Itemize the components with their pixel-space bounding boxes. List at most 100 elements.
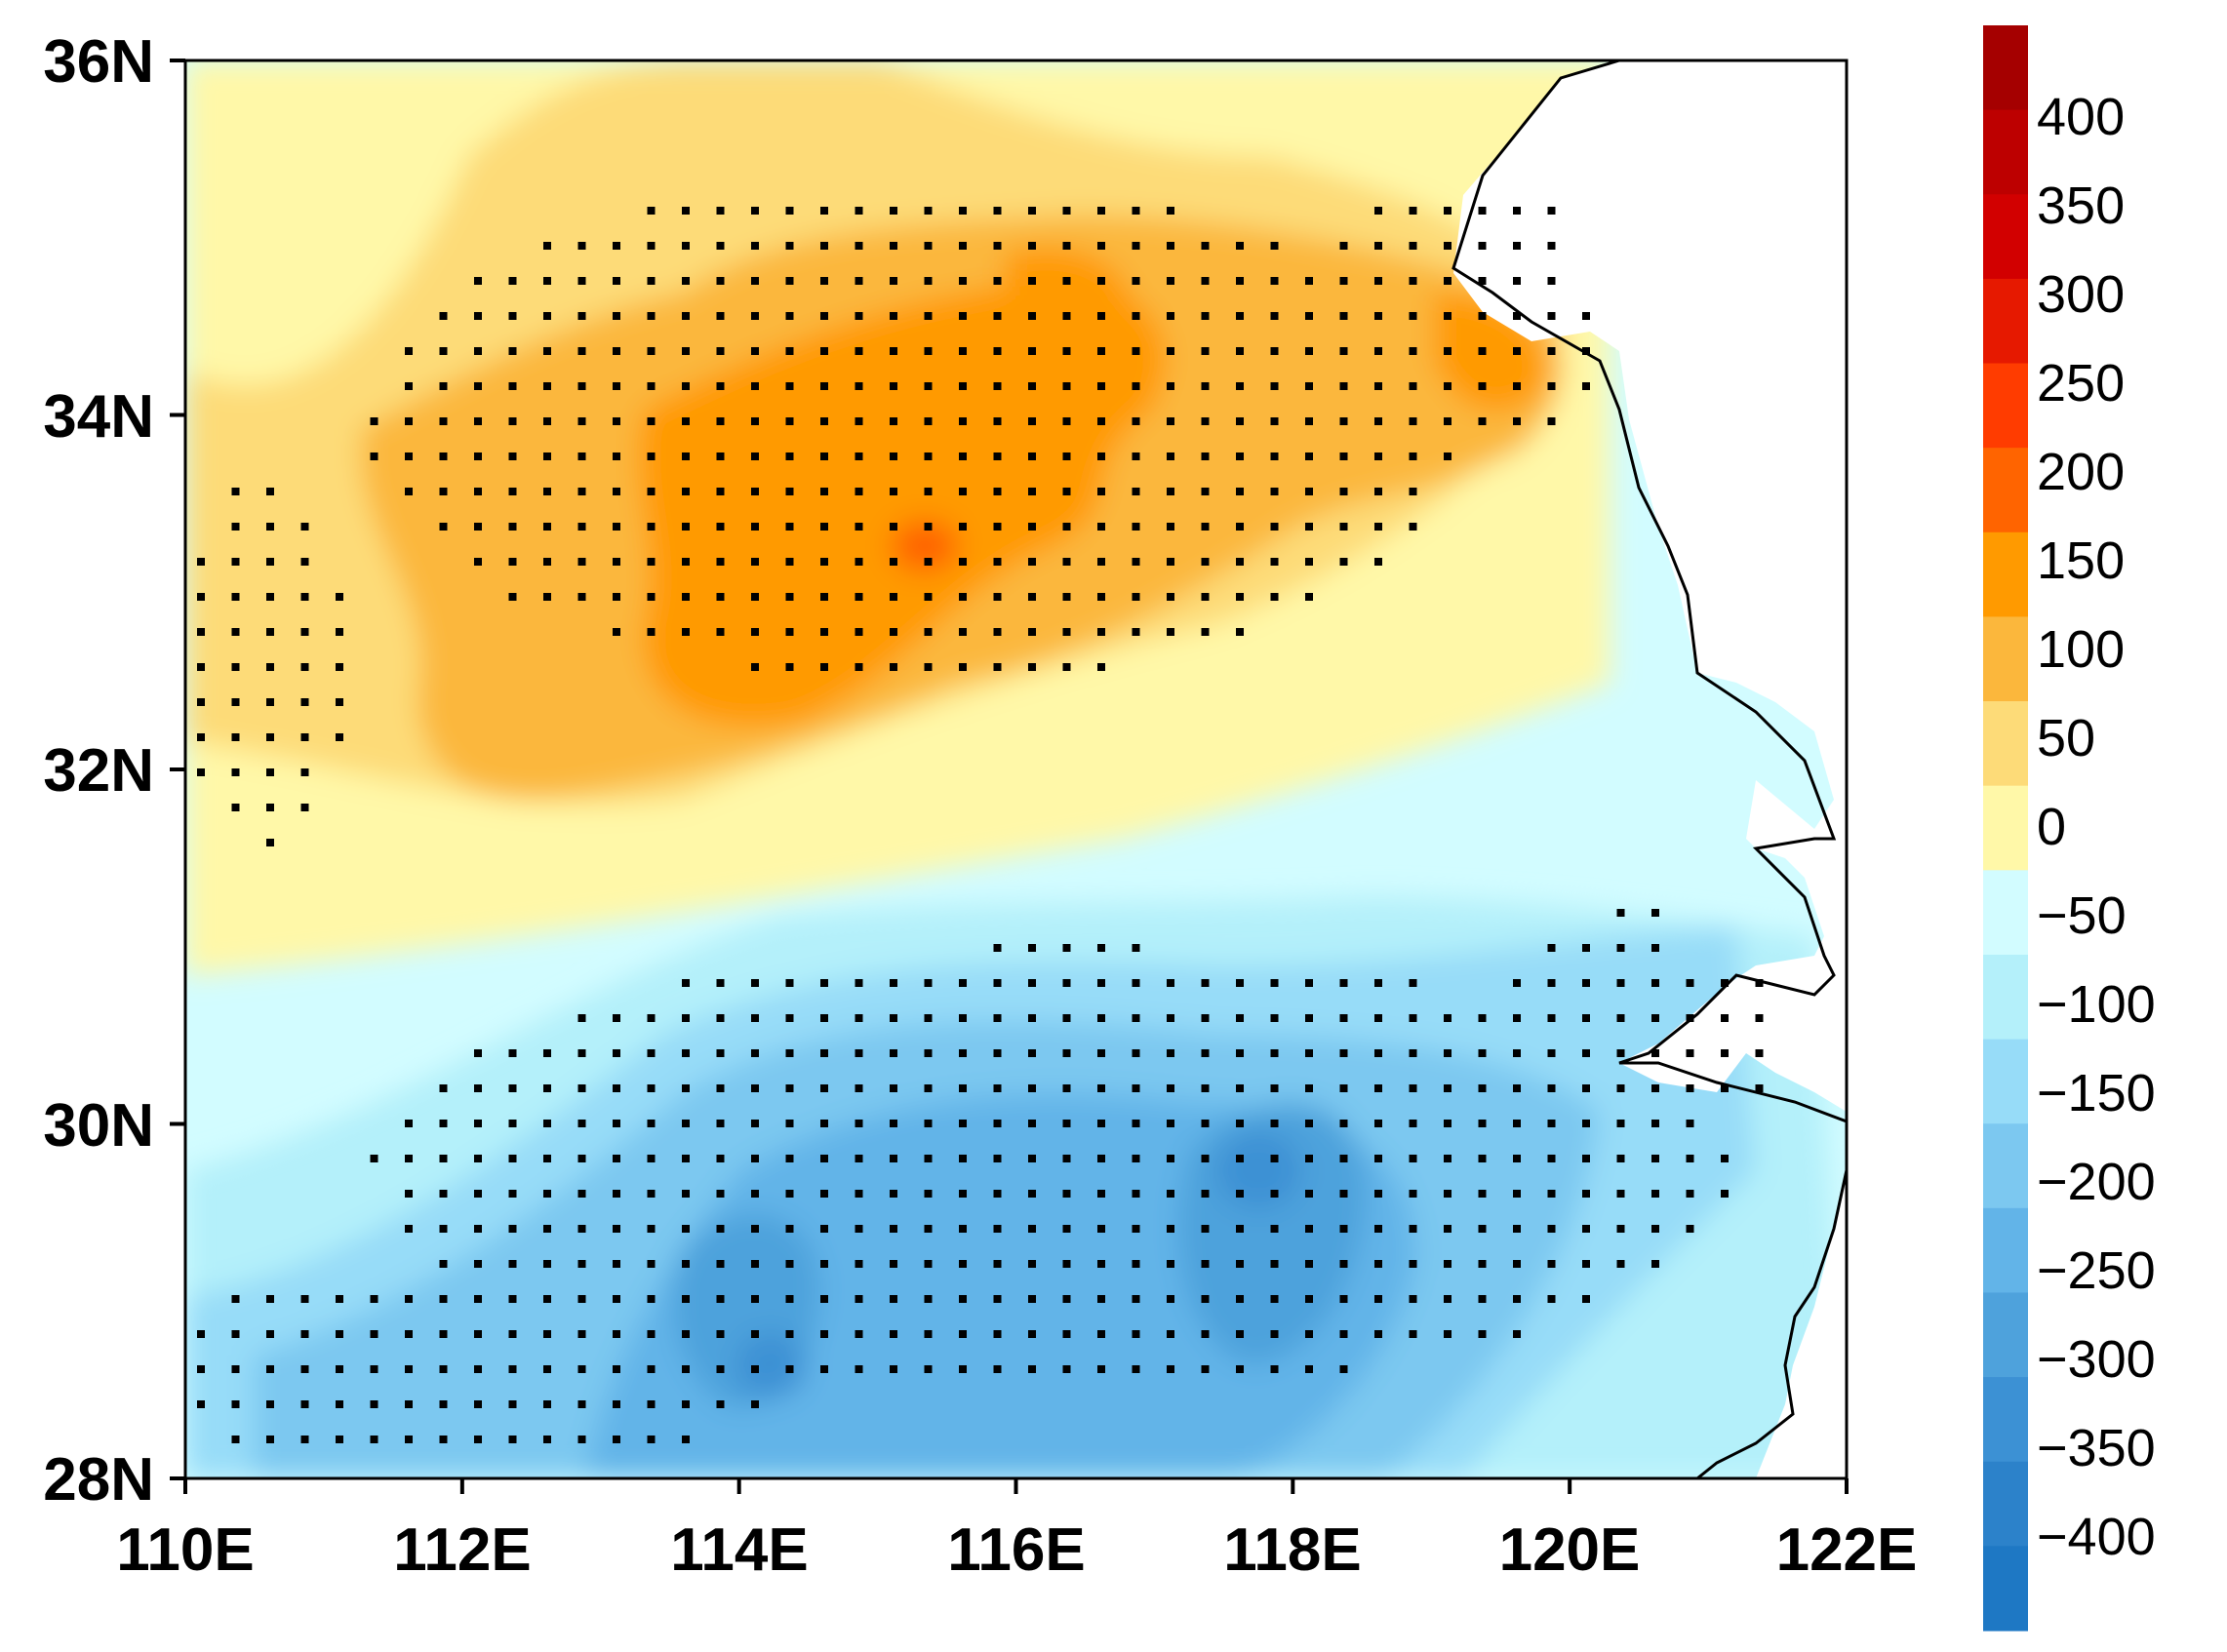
significance-dot — [1513, 1330, 1521, 1338]
significance-dot — [613, 488, 620, 495]
significance-dot — [577, 593, 586, 601]
significance-dot — [543, 1225, 551, 1233]
significance-dot — [508, 417, 517, 425]
significance-dot — [1236, 1365, 1244, 1373]
significance-dot — [1097, 628, 1105, 636]
significance-dot — [1374, 558, 1382, 566]
significance-dot — [1236, 593, 1244, 601]
significance-dot — [1339, 1225, 1348, 1233]
significance-dot — [1132, 1330, 1140, 1338]
significance-dot — [543, 1049, 551, 1057]
significance-dot — [613, 1295, 620, 1303]
significance-dot — [751, 1295, 759, 1303]
significance-dot — [1547, 1049, 1556, 1057]
significance-dot — [1513, 277, 1521, 285]
significance-dot — [924, 207, 933, 215]
significance-dot — [1270, 417, 1279, 425]
significance-dot — [716, 593, 725, 601]
significance-dot — [855, 1084, 863, 1092]
significance-dot — [1444, 312, 1452, 320]
y-tick-label: 30N — [43, 1092, 154, 1160]
significance-dot — [439, 1190, 448, 1198]
significance-dot — [1097, 1190, 1105, 1198]
significance-dot — [647, 207, 656, 215]
significance-dot — [577, 347, 586, 355]
significance-dot — [1201, 558, 1210, 566]
significance-dot — [1582, 1260, 1590, 1268]
significance-dot — [855, 628, 863, 636]
significance-dot — [543, 1400, 551, 1408]
significance-dot — [1409, 242, 1417, 250]
significance-dot — [890, 347, 897, 355]
significance-dot — [716, 1155, 725, 1162]
significance-dot — [1651, 1014, 1659, 1022]
significance-dot — [820, 1155, 828, 1162]
y-tick-label: 34N — [43, 383, 154, 451]
significance-dot — [1201, 242, 1210, 250]
significance-dot — [751, 312, 759, 320]
significance-dot — [924, 1190, 933, 1198]
significance-dot — [508, 1330, 517, 1338]
significance-dot — [751, 347, 759, 355]
significance-dot — [1616, 1155, 1625, 1162]
significance-dot — [231, 663, 240, 671]
significance-dot — [577, 1295, 586, 1303]
significance-dot — [1374, 312, 1382, 320]
significance-dot — [959, 979, 967, 987]
significance-dot — [647, 1400, 656, 1408]
significance-dot — [1028, 452, 1036, 460]
significance-dot — [1167, 347, 1174, 355]
significance-dot — [439, 1084, 448, 1092]
significance-dot — [1167, 1260, 1174, 1268]
significance-dot — [1721, 1155, 1729, 1162]
significance-dot — [1547, 1014, 1556, 1022]
significance-dot — [1028, 347, 1036, 355]
significance-dot — [543, 1190, 551, 1198]
significance-dot — [716, 207, 725, 215]
significance-dot — [751, 523, 759, 531]
significance-dot — [1547, 1120, 1556, 1127]
significance-dot — [1028, 979, 1036, 987]
significance-dot — [993, 1260, 1002, 1268]
significance-dot — [855, 1190, 863, 1198]
significance-dot — [439, 1365, 448, 1373]
significance-dot — [716, 452, 725, 460]
significance-dot — [1062, 663, 1071, 671]
significance-dot — [993, 1084, 1002, 1092]
significance-dot — [336, 663, 343, 671]
colorbar — [1983, 25, 2028, 1632]
significance-dot — [1028, 1190, 1036, 1198]
significance-dot — [855, 1155, 863, 1162]
significance-dot — [682, 417, 690, 425]
significance-dot — [1028, 663, 1036, 671]
significance-dot — [1236, 1049, 1244, 1057]
significance-dot — [266, 839, 274, 846]
colorbar-swatch — [1983, 448, 2028, 533]
significance-dot — [1686, 1049, 1694, 1057]
significance-dot — [751, 382, 759, 390]
significance-dot — [682, 382, 690, 390]
significance-dot — [993, 488, 1002, 495]
significance-dot — [751, 628, 759, 636]
significance-dot — [1097, 1260, 1105, 1268]
colorbar-swatch — [1983, 870, 2028, 956]
significance-dot — [1270, 558, 1279, 566]
significance-dot — [959, 558, 967, 566]
significance-dot — [613, 628, 620, 636]
significance-dot — [439, 1120, 448, 1127]
significance-dot — [890, 312, 897, 320]
significance-dot — [1132, 347, 1140, 355]
significance-dot — [855, 277, 863, 285]
significance-dot — [1062, 1225, 1071, 1233]
significance-dot — [577, 1365, 586, 1373]
significance-dot — [1513, 1295, 1521, 1303]
x-tick-label: 122E — [1776, 1516, 1918, 1584]
significance-dot — [716, 1225, 725, 1233]
significance-dot — [1270, 1330, 1279, 1338]
significance-dot — [959, 628, 967, 636]
significance-dot — [1547, 1155, 1556, 1162]
significance-dot — [231, 804, 240, 811]
significance-dot — [855, 417, 863, 425]
significance-dot — [1062, 1330, 1071, 1338]
significance-dot — [1167, 558, 1174, 566]
